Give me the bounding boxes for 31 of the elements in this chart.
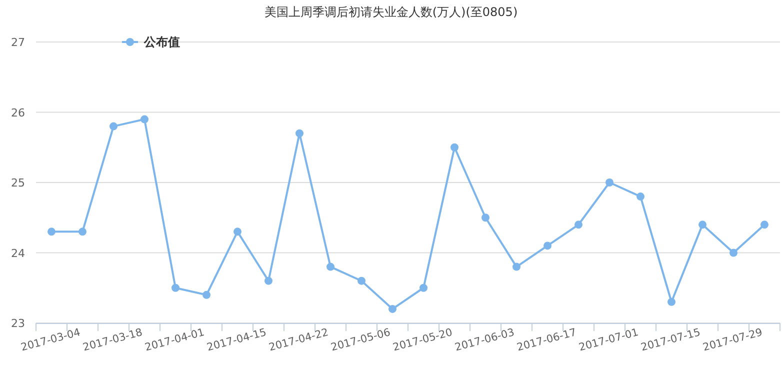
point	[358, 276, 366, 285]
y-tick-label: 23	[11, 317, 25, 330]
point	[512, 262, 520, 271]
point	[450, 143, 458, 152]
point	[172, 284, 180, 292]
point	[296, 129, 304, 138]
point	[482, 214, 490, 222]
y-tick-label: 25	[11, 176, 25, 190]
point	[78, 228, 86, 236]
y-tick-label: 26	[11, 106, 25, 120]
point	[234, 228, 242, 236]
chart-title: 美国上周季调后初请失业金人数(万人)(至0805)	[264, 5, 518, 19]
point	[140, 115, 148, 124]
point	[760, 220, 768, 229]
point	[326, 262, 334, 271]
y-tick-label: 27	[11, 36, 25, 49]
point	[48, 228, 56, 236]
point	[668, 298, 676, 306]
y-tick-label: 24	[11, 246, 25, 260]
legend-label: 公布值	[143, 35, 180, 49]
point	[388, 304, 396, 313]
point	[420, 284, 428, 292]
point	[574, 220, 582, 229]
point	[698, 220, 706, 229]
point	[544, 242, 552, 250]
point	[636, 192, 644, 201]
point	[606, 178, 614, 186]
point	[264, 276, 272, 285]
point	[110, 122, 118, 130]
point	[730, 248, 738, 257]
point	[202, 290, 210, 299]
